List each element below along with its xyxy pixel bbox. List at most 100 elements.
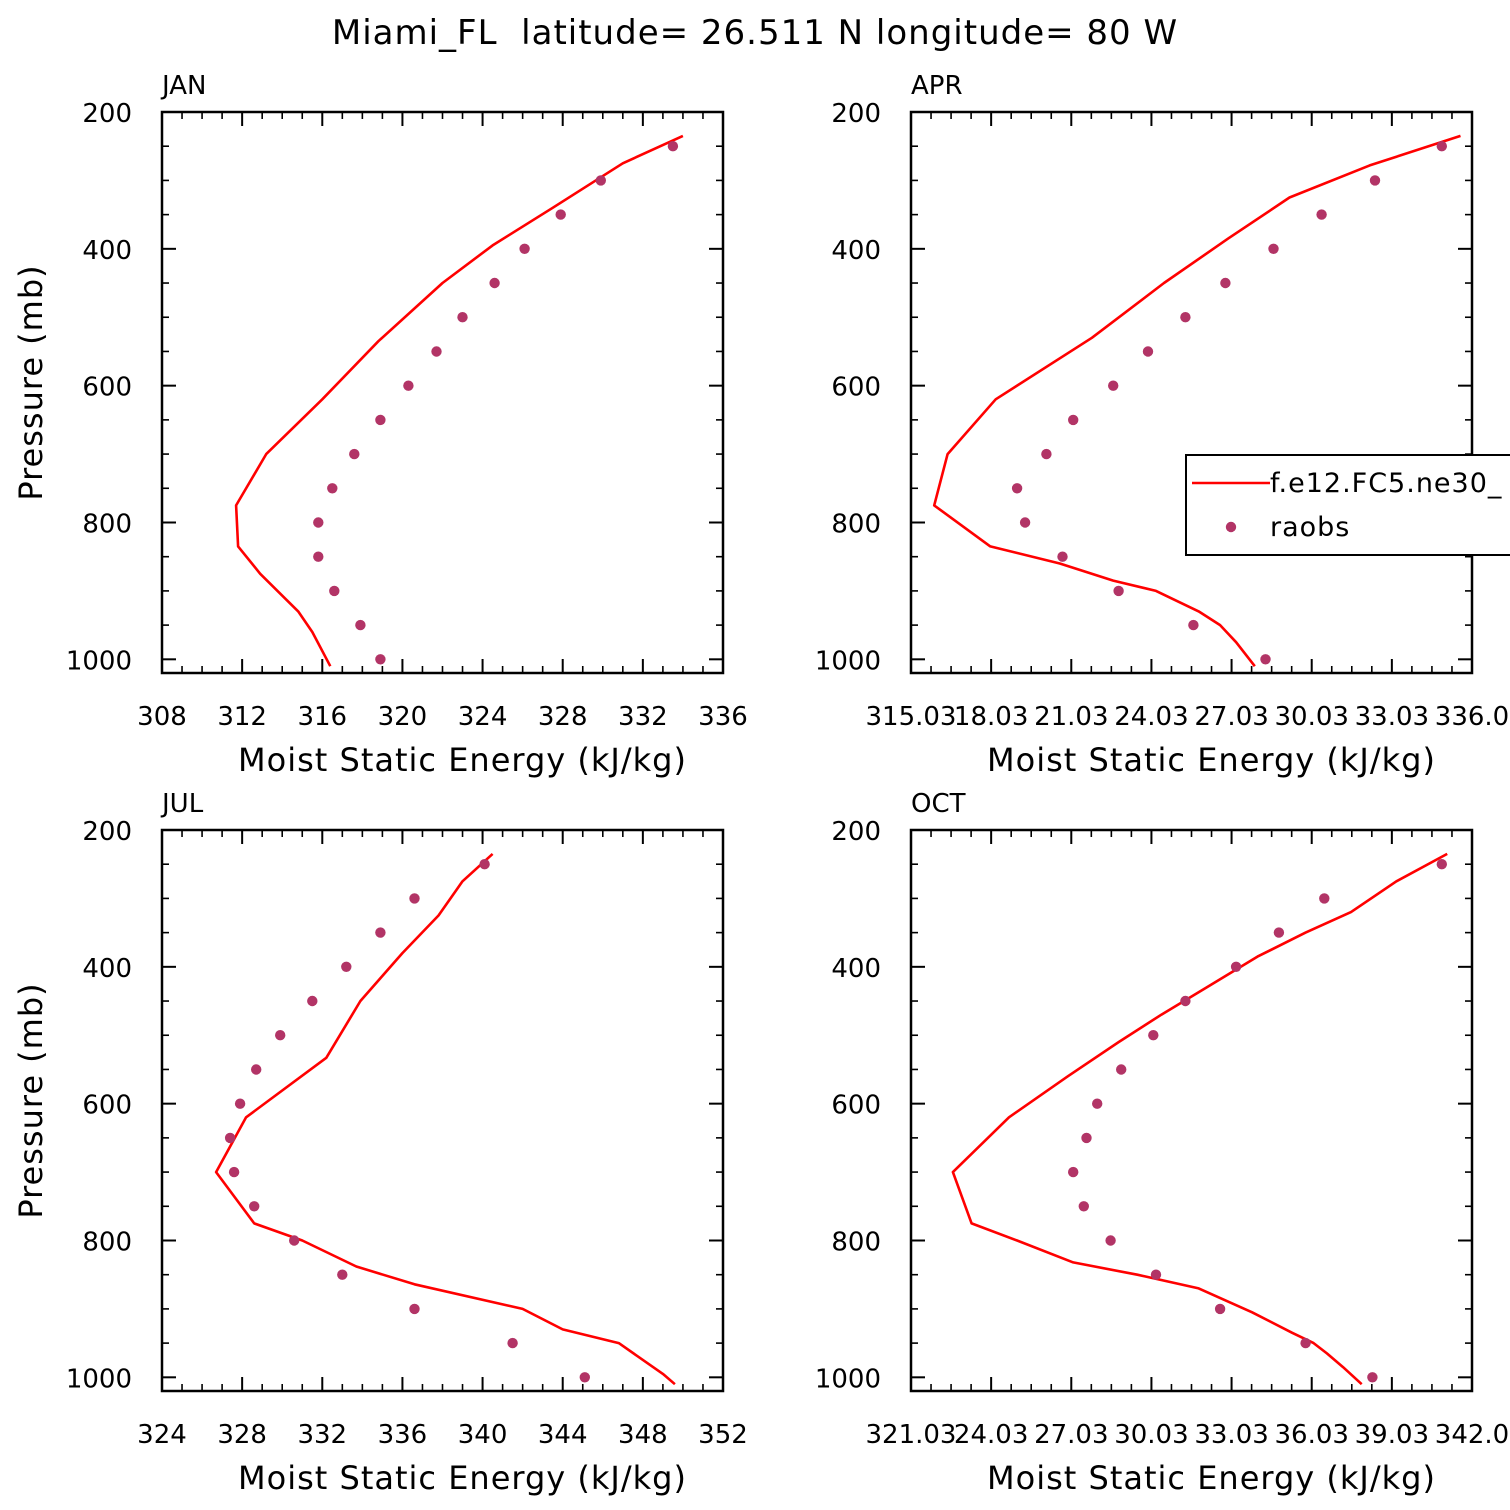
- y-tick-label: 200: [82, 817, 132, 847]
- x-tick-label: 342.0: [1435, 1420, 1509, 1450]
- raobs-point: [409, 1303, 420, 1315]
- raobs-point: [313, 517, 324, 528]
- raobs-point: [489, 277, 500, 289]
- raobs-point: [1369, 175, 1381, 186]
- x-tick-label: 27.03: [1034, 1420, 1108, 1450]
- x-tick-label: 320: [378, 702, 428, 732]
- raobs-point: [1273, 927, 1285, 938]
- panel-label: OCT: [911, 789, 966, 819]
- x-tick-label: 332: [297, 1420, 347, 1450]
- panel-jan: JAN 308 312 316 320 324 328 332 336 200 400 600 800 1…: [12, 71, 748, 779]
- raobs-point: [1078, 1201, 1090, 1212]
- raobs-point: [1436, 859, 1448, 870]
- raobs-point: [341, 961, 352, 972]
- y-axis-label: Pressure (mb): [12, 264, 50, 500]
- plot-frame: [909, 110, 1474, 675]
- raobs-point: [329, 585, 340, 597]
- y-tick-label: 400: [831, 236, 881, 266]
- y-tick-label: 800: [831, 509, 881, 539]
- raobs-point: [457, 312, 468, 323]
- y-tick-label: 800: [82, 509, 132, 539]
- raobs-point: [579, 1372, 590, 1383]
- y-tick-label: 200: [82, 99, 132, 129]
- raobs-point: [1108, 380, 1119, 391]
- model-profile-line: [932, 134, 1461, 667]
- raobs-point: [667, 141, 679, 152]
- raobs-point: [1113, 585, 1124, 597]
- x-axis-label: Moist Static Energy (kJ/kg): [238, 741, 687, 779]
- raobs-point: [1068, 1166, 1079, 1178]
- plot-frame: [160, 828, 725, 1393]
- x-tick-label: 21.03: [1034, 702, 1108, 732]
- raobs-point: [1041, 448, 1052, 460]
- x-tick-label: 324: [137, 1420, 187, 1450]
- raobs-point: [337, 1269, 348, 1280]
- x-tick-label: 336: [378, 1420, 428, 1450]
- x-axis-label: Moist Static Energy (kJ/kg): [987, 1459, 1436, 1497]
- raobs-point: [1268, 243, 1279, 254]
- raobs-point: [1188, 619, 1199, 631]
- raobs-point: [1057, 551, 1068, 562]
- x-tick-label: 308: [137, 702, 187, 732]
- raobs-point: [519, 243, 530, 254]
- raobs-point: [234, 1098, 246, 1109]
- raobs-point: [403, 380, 414, 391]
- raobs-point: [1300, 1337, 1311, 1349]
- x-tick-label: 18.03: [954, 702, 1028, 732]
- raobs-point: [1081, 1132, 1092, 1144]
- y-tick-label: 600: [82, 373, 132, 403]
- panel-label: JUL: [160, 789, 204, 819]
- raobs-point: [1150, 1269, 1162, 1280]
- x-axis-label: Moist Static Energy (kJ/kg): [987, 741, 1436, 779]
- plot-frame: [160, 110, 725, 675]
- legend-label: f.e12.FC5.ne30_: [1270, 468, 1502, 499]
- y-tick-label: 1000: [815, 646, 881, 676]
- model-profile-line: [234, 134, 684, 667]
- raobs-point: [1142, 346, 1154, 357]
- raobs-point: [507, 1337, 518, 1349]
- raobs-point: [289, 1235, 300, 1246]
- x-tick-label: 27.03: [1194, 702, 1268, 732]
- x-tick-label: 36.03: [1274, 1420, 1348, 1450]
- raobs-point: [1436, 141, 1448, 152]
- legend-label: raobs: [1270, 512, 1350, 543]
- raobs-point: [375, 654, 386, 665]
- raobs-point: [1068, 414, 1079, 426]
- raobs-point: [228, 1166, 240, 1178]
- x-tick-label: 336.0: [1435, 702, 1509, 732]
- raobs-point: [1230, 961, 1242, 972]
- x-tick-label: 328: [217, 1420, 267, 1450]
- panel-label: JAN: [160, 71, 206, 101]
- raobs-point: [349, 448, 360, 460]
- x-tick-label: 39.03: [1355, 1420, 1429, 1450]
- raobs-point: [375, 927, 386, 938]
- y-tick-label: 1000: [66, 1364, 132, 1394]
- x-tick-label: 348: [618, 1420, 668, 1450]
- x-tick-label: 328: [538, 702, 588, 732]
- x-tick-label: 316: [297, 702, 347, 732]
- x-tick-label: 312: [217, 702, 267, 732]
- model-profile-line: [951, 852, 1448, 1386]
- raobs-point: [1316, 209, 1327, 220]
- raobs-point: [313, 551, 324, 562]
- raobs-point: [1092, 1098, 1103, 1109]
- x-tick-label: 336: [698, 702, 748, 732]
- y-tick-label: 200: [831, 817, 881, 847]
- panel-jul: JUL 324 328 332 336 340 344 348 352 200 400 600 800 1…: [12, 789, 748, 1497]
- x-tick-label: 324: [458, 702, 508, 732]
- x-tick-label: 332: [618, 702, 668, 732]
- raobs-point: [1220, 277, 1231, 289]
- legend-box: [1185, 454, 1510, 556]
- legend-marker-swatch: [1225, 521, 1237, 533]
- raobs-point: [251, 1064, 262, 1075]
- y-tick-label: 200: [831, 99, 881, 129]
- raobs-point: [1148, 1030, 1159, 1041]
- raobs-point: [431, 346, 442, 357]
- main-title: Miami_FL latitude= 26.511 N longitude= 8…: [332, 13, 1178, 53]
- x-axis-label: Moist Static Energy (kJ/kg): [238, 1459, 687, 1497]
- y-tick-label: 1000: [66, 646, 132, 676]
- raobs-point: [307, 995, 318, 1007]
